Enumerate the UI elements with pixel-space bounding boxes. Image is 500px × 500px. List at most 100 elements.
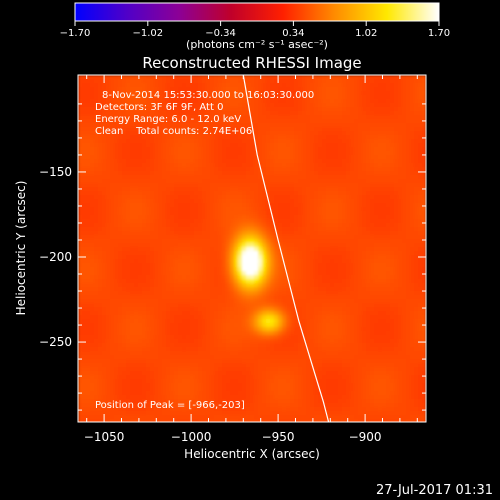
heatmap-cell [382, 295, 387, 300]
heatmap-cell [334, 75, 339, 80]
heatmap-cell [382, 215, 387, 220]
heatmap-cell [418, 83, 423, 88]
heatmap-cell [106, 287, 111, 292]
heatmap-cell [214, 171, 219, 176]
heatmap-cell [110, 91, 115, 96]
heatmap-cell [206, 287, 211, 292]
heatmap-cell [334, 195, 339, 200]
heatmap-cell [102, 167, 107, 172]
heatmap-cell [174, 111, 179, 116]
heatmap-cell [150, 251, 155, 256]
heatmap-cell [322, 291, 327, 296]
heatmap-cell [330, 187, 335, 192]
heatmap-cell [174, 287, 179, 292]
heatmap-cell [166, 295, 171, 300]
heatmap-cell [146, 275, 151, 280]
heatmap-cell [354, 171, 359, 176]
heatmap-cell [94, 219, 99, 224]
heatmap-cell [210, 83, 215, 88]
heatmap-cell [106, 291, 111, 296]
heatmap-cell [226, 83, 231, 88]
heatmap-cell [146, 183, 151, 188]
heatmap-cell [422, 127, 426, 132]
heatmap-cell [90, 303, 95, 308]
heatmap-cell [346, 107, 351, 112]
heatmap-cell [274, 207, 279, 212]
heatmap-cell [414, 91, 419, 96]
heatmap-cell [406, 259, 411, 264]
heatmap-cell [278, 207, 283, 212]
heatmap-cell [170, 223, 175, 228]
heatmap-cell [394, 223, 399, 228]
heatmap-cell [230, 143, 235, 148]
heatmap-cell [258, 259, 263, 264]
heatmap-cell [370, 251, 375, 256]
heatmap-cell [162, 243, 167, 248]
heatmap-cell [342, 255, 347, 260]
heatmap-cell [178, 299, 183, 304]
heatmap-cell [86, 163, 91, 168]
heatmap-cell [410, 223, 415, 228]
heatmap-cell [190, 119, 195, 124]
heatmap-cell [238, 279, 243, 284]
heatmap-cell [406, 219, 411, 224]
heatmap-cell [186, 163, 191, 168]
heatmap-cell [78, 251, 83, 256]
heatmap-cell [86, 175, 91, 180]
heatmap-cell [422, 211, 426, 216]
heatmap-cell [82, 199, 87, 204]
heatmap-cell [186, 259, 191, 264]
heatmap-cell [106, 155, 111, 160]
heatmap-cell [350, 243, 355, 248]
heatmap-cell [86, 283, 91, 288]
heatmap-cell [258, 215, 263, 220]
heatmap-cell [154, 179, 159, 184]
heatmap-cell [234, 219, 239, 224]
heatmap-cell [330, 119, 335, 124]
heatmap-cell [354, 207, 359, 212]
heatmap-cell [342, 99, 347, 104]
heatmap-cell [318, 191, 323, 196]
heatmap-cell [166, 175, 171, 180]
heatmap-cell [98, 159, 103, 164]
heatmap-cell [354, 83, 359, 88]
heatmap-cell [210, 271, 215, 276]
heatmap-cell [298, 159, 303, 164]
heatmap-cell [210, 239, 215, 244]
heatmap-cell [418, 151, 423, 156]
heatmap-cell [102, 115, 107, 120]
heatmap-cell [130, 231, 135, 236]
heatmap-cell [322, 235, 327, 240]
heatmap-cell [314, 127, 319, 132]
heatmap-cell [346, 75, 351, 80]
heatmap-cell [94, 75, 99, 80]
heatmap-cell [230, 123, 235, 128]
heatmap-cell [114, 303, 119, 308]
heatmap-cell [322, 275, 327, 280]
heatmap-cell [398, 207, 403, 212]
heatmap-cell [186, 247, 191, 252]
heatmap-cell [286, 251, 291, 256]
heatmap-cell [378, 95, 383, 100]
heatmap-cell [134, 271, 139, 276]
heatmap-cell [174, 147, 179, 152]
heatmap-cell [406, 291, 411, 296]
heatmap-cell [222, 231, 227, 236]
heatmap-cell [302, 183, 307, 188]
heatmap-cell [402, 267, 407, 272]
heatmap-cell [394, 139, 399, 144]
heatmap-cell [334, 231, 339, 236]
heatmap-cell [358, 207, 363, 212]
heatmap-cell [286, 203, 291, 208]
heatmap-cell [210, 135, 215, 140]
heatmap-cell [182, 279, 187, 284]
heatmap-cell [394, 163, 399, 168]
heatmap-cell [238, 91, 243, 96]
heatmap-cell [302, 267, 307, 272]
heatmap-cell [166, 287, 171, 292]
heatmap-cell [178, 267, 183, 272]
heatmap-cell [362, 179, 367, 184]
heatmap-cell [306, 87, 311, 92]
heatmap-cell [234, 267, 239, 272]
heatmap-cell [122, 187, 127, 192]
